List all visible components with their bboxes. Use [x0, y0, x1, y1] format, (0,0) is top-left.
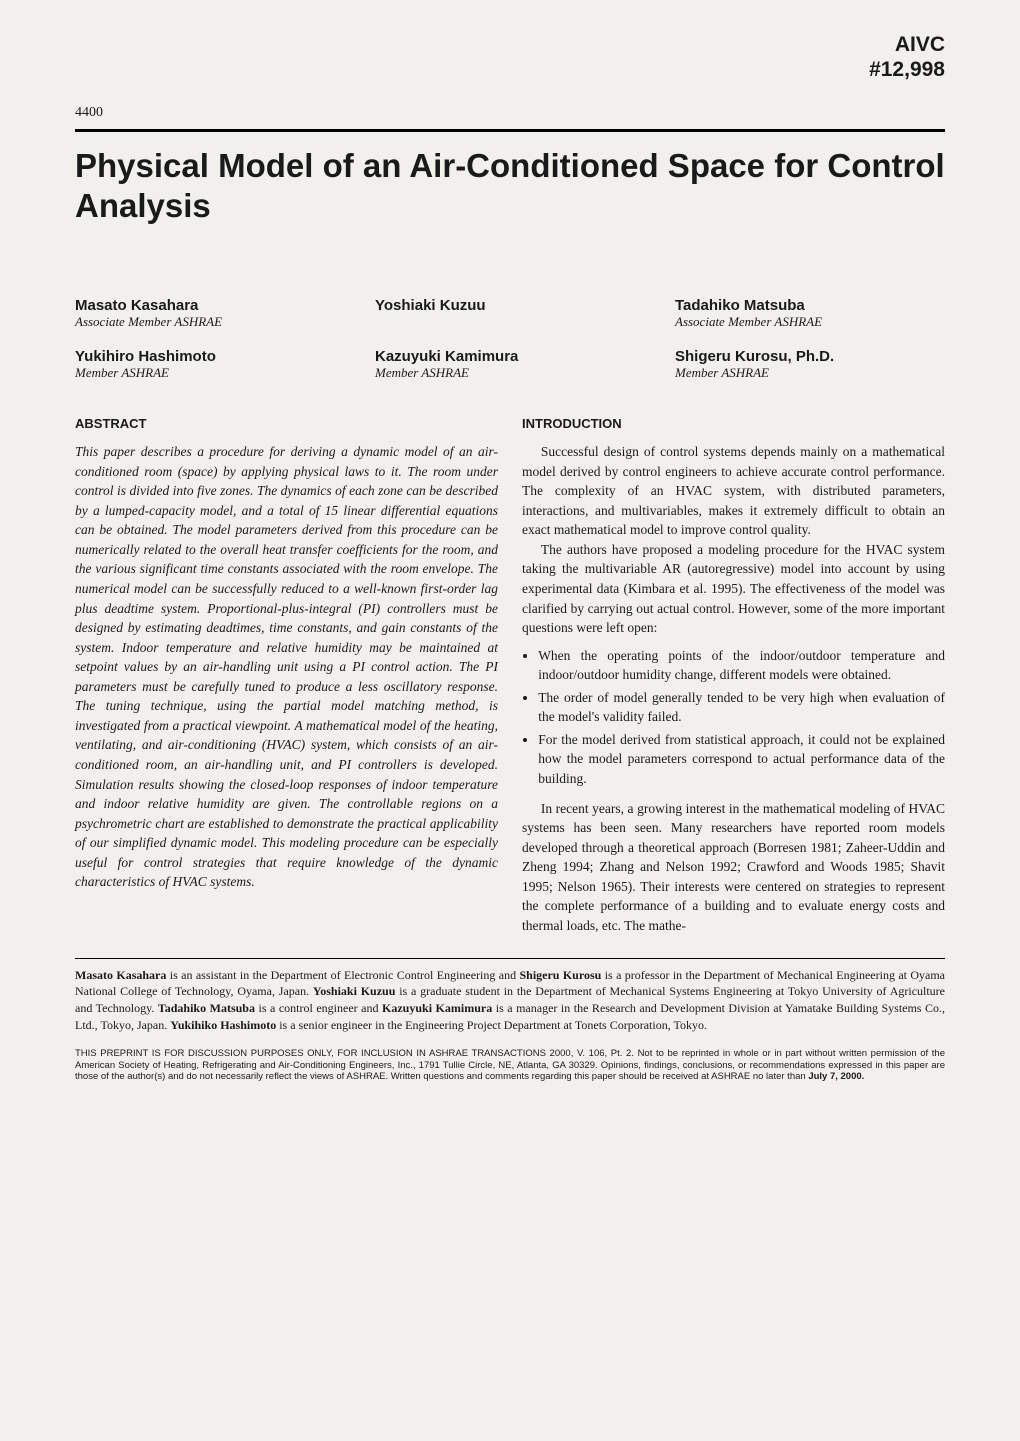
doc-number: #12,998	[869, 57, 945, 82]
author-name: Yoshiaki Kuzuu	[375, 297, 645, 314]
author-block: Masato Kasahara Associate Member ASHRAE …	[75, 297, 945, 381]
introduction-heading: INTRODUCTION	[522, 415, 945, 434]
author-name: Shigeru Kurosu, Ph.D.	[675, 348, 945, 365]
author-name: Yukihiro Hashimoto	[75, 348, 345, 365]
author-3: Tadahiko Matsuba Associate Member ASHRAE	[675, 297, 945, 330]
author-affiliation: Member ASHRAE	[675, 365, 945, 381]
paper-title: Physical Model of an Air-Conditioned Spa…	[75, 146, 945, 225]
bio-name-6: Yukihiko Hashimoto	[170, 1018, 276, 1032]
header-doc-id: AIVC #12,998	[869, 32, 945, 82]
author-6: Shigeru Kurosu, Ph.D. Member ASHRAE	[675, 348, 945, 381]
author-affiliation: Associate Member ASHRAE	[75, 314, 345, 330]
author-2: Yoshiaki Kuzuu	[375, 297, 645, 330]
bio-text-6: is a senior engineer in the Engineering …	[276, 1018, 707, 1032]
right-column: INTRODUCTION Successful design of contro…	[522, 411, 945, 935]
author-bios: Masato Kasahara is an assistant in the D…	[75, 967, 945, 1034]
left-column: ABSTRACT This paper describes a procedur…	[75, 411, 498, 935]
intro-bullet-1: When the operating points of the indoor/…	[538, 646, 945, 685]
bio-name-3: Yoshiaki Kuzuu	[313, 984, 396, 998]
abstract-heading: ABSTRACT	[75, 415, 498, 434]
disclaimer-deadline: July 7, 2000.	[808, 1071, 864, 1082]
author-name: Tadahiko Matsuba	[675, 297, 945, 314]
bio-name-4: Tadahiko Matsuba	[158, 1001, 255, 1015]
author-1: Masato Kasahara Associate Member ASHRAE	[75, 297, 345, 330]
paper-number: 4400	[75, 105, 945, 121]
bio-name-5: Kazuyuki Kamimura	[382, 1001, 492, 1015]
title-rule	[75, 129, 945, 132]
intro-para-3: In recent years, a growing interest in t…	[522, 799, 945, 936]
bio-rule	[75, 958, 945, 959]
bio-text-1: is an assistant in the Department of Ele…	[166, 968, 519, 982]
author-affiliation: Member ASHRAE	[75, 365, 345, 381]
author-affiliation: Associate Member ASHRAE	[675, 314, 945, 330]
intro-bullet-list: When the operating points of the indoor/…	[522, 646, 945, 789]
two-column-body: ABSTRACT This paper describes a procedur…	[75, 411, 945, 935]
bio-name-1: Masato Kasahara	[75, 968, 166, 982]
author-affiliation: Member ASHRAE	[375, 365, 645, 381]
org-label: AIVC	[869, 32, 945, 57]
author-5: Kazuyuki Kamimura Member ASHRAE	[375, 348, 645, 381]
bio-name-2: Shigeru Kurosu	[519, 968, 601, 982]
bio-text-4: is a control engineer and	[255, 1001, 382, 1015]
author-name: Masato Kasahara	[75, 297, 345, 314]
author-4: Yukihiro Hashimoto Member ASHRAE	[75, 348, 345, 381]
intro-para-1: Successful design of control systems dep…	[522, 442, 945, 540]
intro-bullet-2: The order of model generally tended to b…	[538, 688, 945, 727]
intro-para-2: The authors have proposed a modeling pro…	[522, 540, 945, 638]
preprint-disclaimer: THIS PREPRINT IS FOR DISCUSSION PURPOSES…	[75, 1048, 945, 1084]
intro-bullet-3: For the model derived from statistical a…	[538, 730, 945, 789]
abstract-text: This paper describes a procedure for der…	[75, 442, 498, 892]
author-name: Kazuyuki Kamimura	[375, 348, 645, 365]
